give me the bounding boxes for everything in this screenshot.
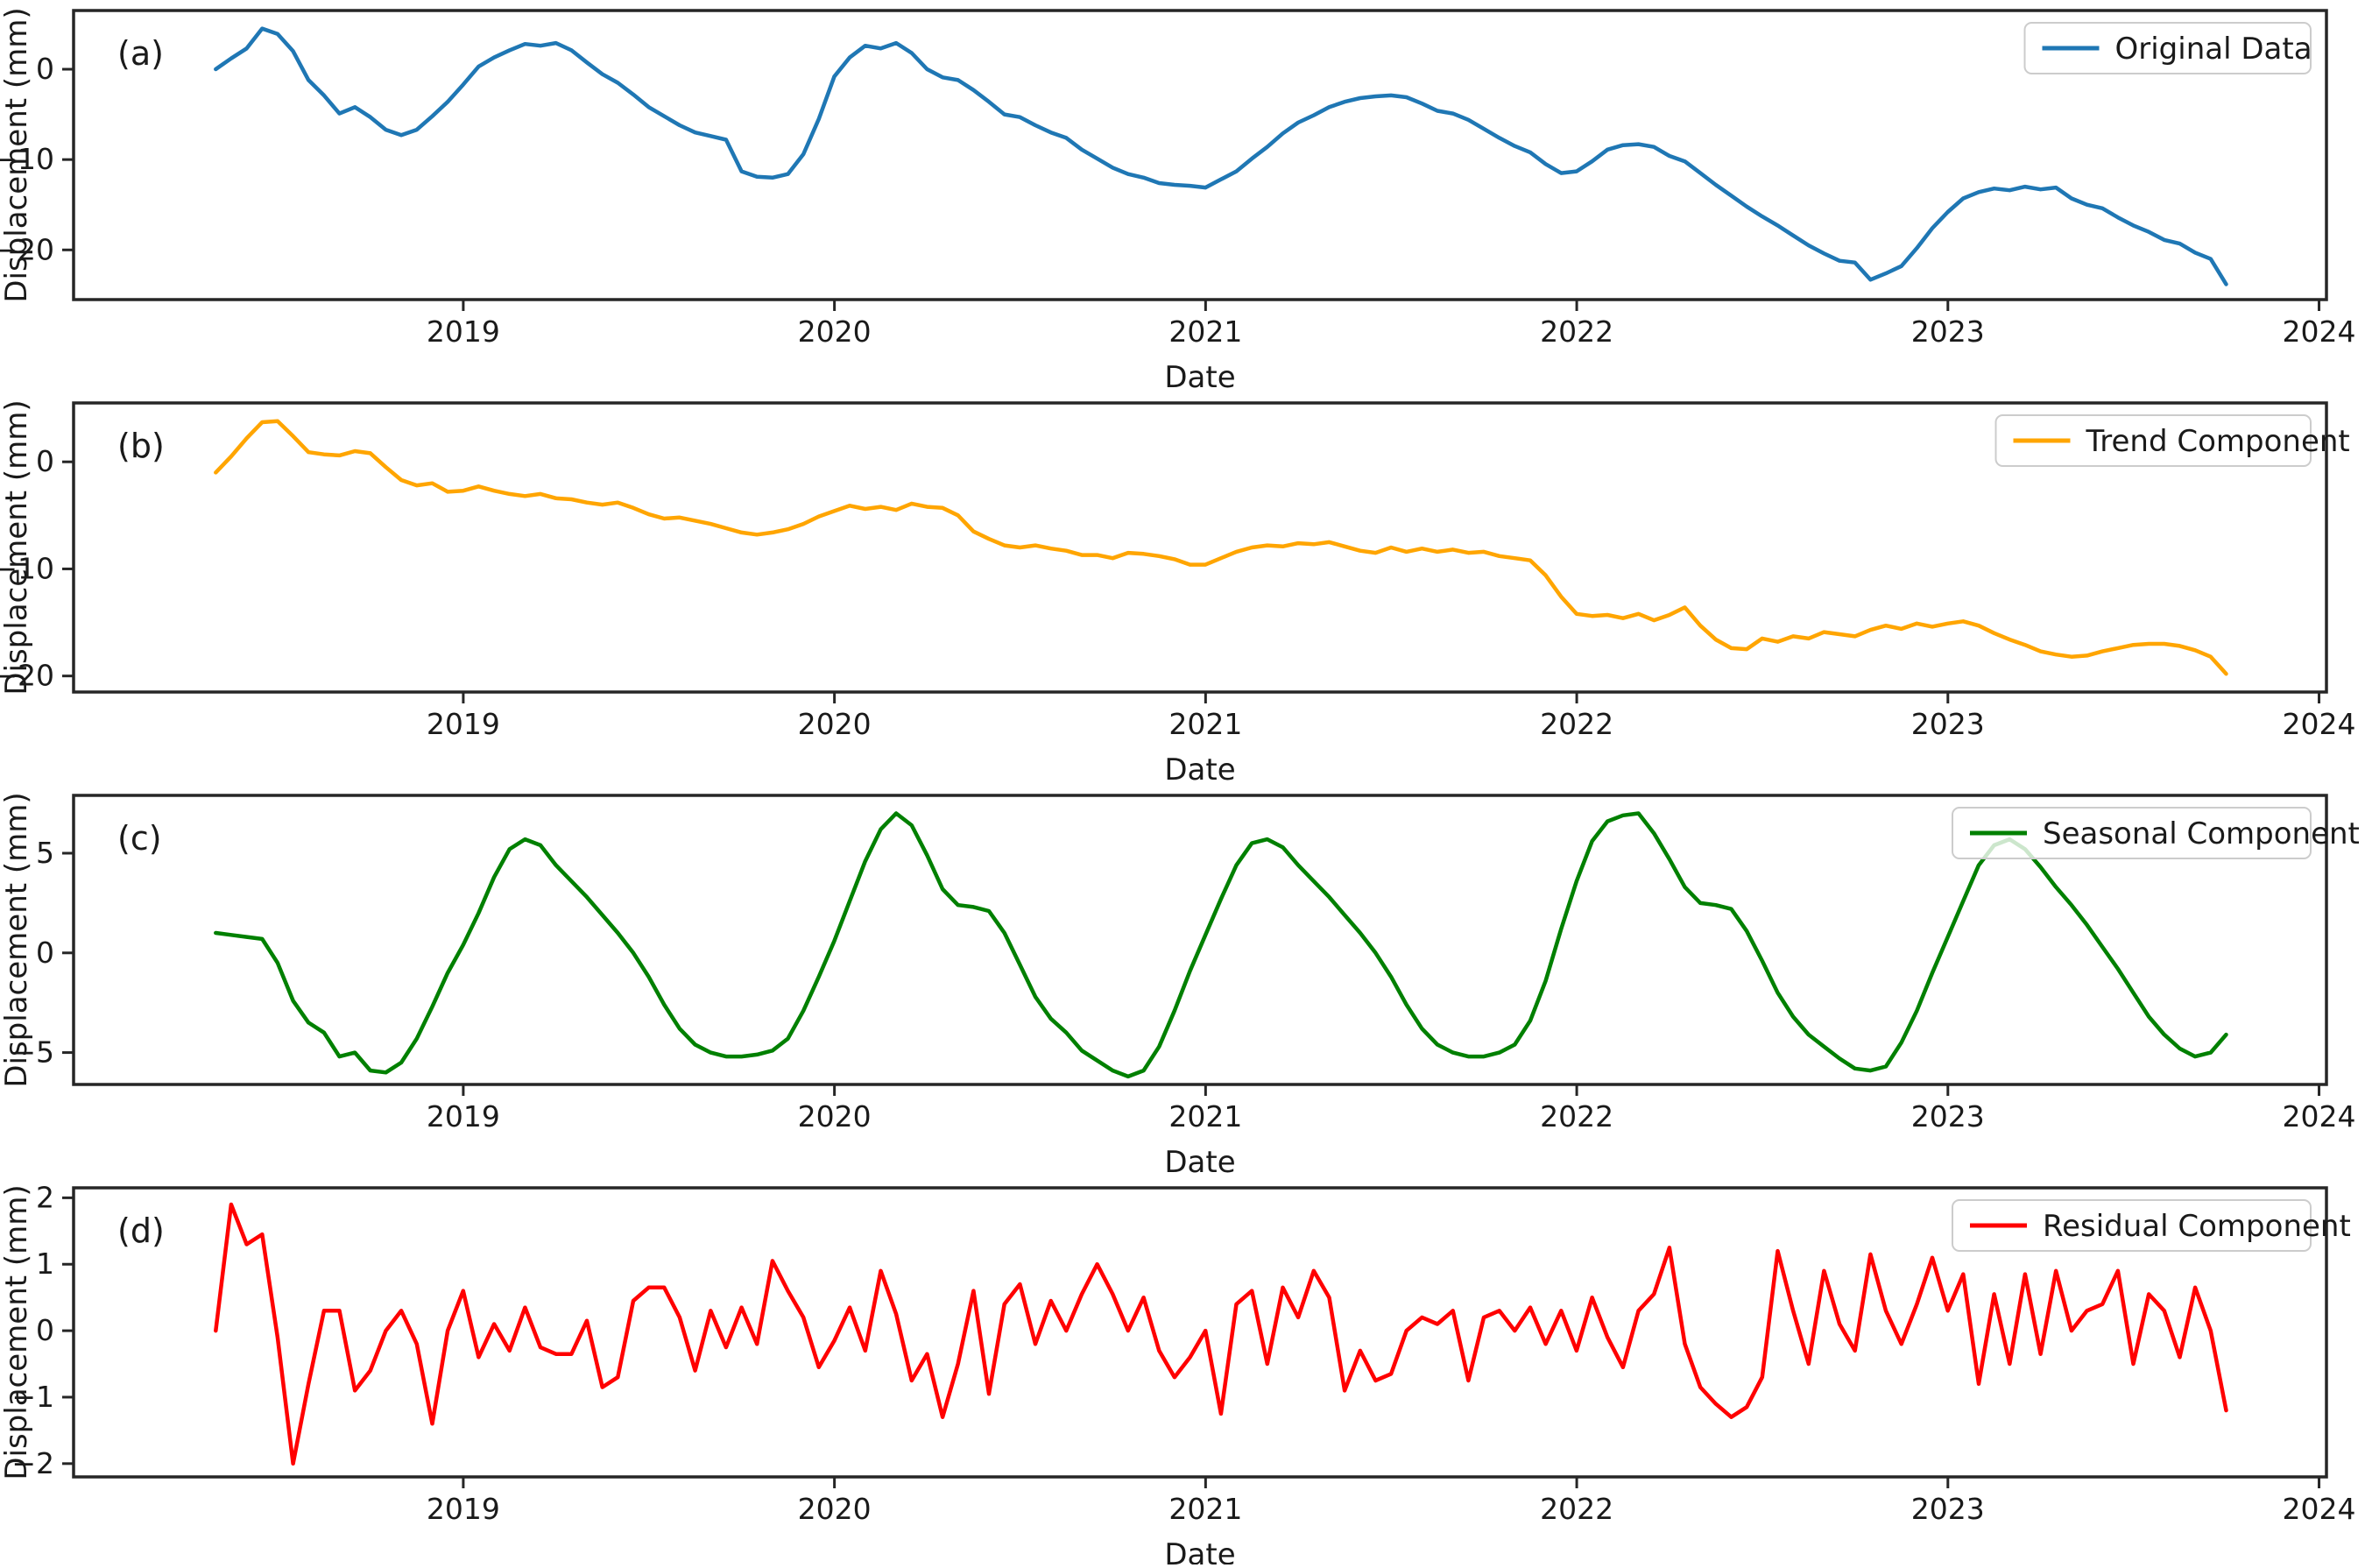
y-axis-label: Displacement (mm) xyxy=(0,1184,34,1480)
x-tick-label: 2024 xyxy=(2283,707,2356,741)
y-tick-label: −5 xyxy=(11,1035,54,1070)
y-tick-label: 5 xyxy=(36,836,54,870)
x-axis-label: Date xyxy=(1164,360,1235,395)
x-axis-label: Date xyxy=(1164,752,1235,788)
panel-tag-a: (a) xyxy=(117,34,164,73)
panel-d: 2019 2020 2021 2022 2023 2024 2 1 0 −1 −2 (d) Displa… xyxy=(0,1180,2356,1568)
legend-box xyxy=(2023,22,2312,74)
x-tick-label: 2019 xyxy=(427,314,500,349)
x-tick-label: 2023 xyxy=(1911,314,1985,349)
x-tick-label: 2023 xyxy=(1911,707,1985,741)
y-tick-label: 0 xyxy=(36,52,54,86)
series-line-d xyxy=(214,1202,2228,1466)
y-tick-label: −1 xyxy=(11,1380,54,1414)
x-tick-label: 2020 xyxy=(798,707,872,741)
x-tick-label: 2021 xyxy=(1168,1099,1242,1134)
series-line-c xyxy=(214,811,2228,1079)
panel-tag-d: (d) xyxy=(117,1211,165,1250)
y-tick-label: 0 xyxy=(36,1313,54,1347)
legend-label: Seasonal Component xyxy=(2043,816,2360,851)
x-tick-label: 2020 xyxy=(798,1492,872,1526)
y-tick-label: 0 xyxy=(36,444,54,478)
x-tick-label: 2023 xyxy=(1911,1492,1985,1526)
y-tick-label: −10 xyxy=(0,551,54,585)
axes-frame xyxy=(72,401,2328,694)
x-tick-label: 2024 xyxy=(2283,1099,2356,1134)
y-tick-label: 1 xyxy=(36,1247,54,1281)
y-axis-label: Displacement (mm) xyxy=(0,7,34,302)
legend-box xyxy=(1952,1199,2312,1252)
x-tick-label: 2019 xyxy=(427,1099,500,1134)
x-tick-label: 2024 xyxy=(2283,1492,2356,1526)
y-axis-label: Displacement (mm) xyxy=(0,399,34,695)
axes-frame xyxy=(72,794,2328,1086)
y-tick-label: 2 xyxy=(36,1180,54,1214)
x-tick-label: 2022 xyxy=(1540,1099,1613,1134)
x-tick-label: 2020 xyxy=(798,1099,872,1134)
series-line-b xyxy=(214,419,2228,676)
y-tick-label: −10 xyxy=(0,142,54,176)
legend-d: Residual Component xyxy=(1952,1199,2351,1252)
legend-box xyxy=(1952,807,2312,859)
y-tick-label: 0 xyxy=(36,936,54,970)
panel-c: 2019 2020 2021 2022 2023 2024 5 0 −5 (c) Displacem… xyxy=(0,792,2360,1180)
legend-label: Residual Component xyxy=(2043,1209,2351,1244)
axes-frame xyxy=(72,1186,2328,1479)
panel-b: 2019 2020 2021 2022 2023 2024 0 −10 −20 (b) Displa… xyxy=(0,399,2356,788)
y-tick-label: −20 xyxy=(0,232,54,266)
x-tick-label: 2021 xyxy=(1168,707,1242,741)
x-tick-label: 2022 xyxy=(1540,1492,1613,1526)
legend-c: Seasonal Component xyxy=(1952,807,2360,859)
legend-label: Original Data xyxy=(2115,32,2312,67)
legend-b: Trend Component xyxy=(1994,414,2350,467)
x-tick-label: 2024 xyxy=(2283,314,2356,349)
legend-a: Original Data xyxy=(2023,22,2312,74)
x-tick-label: 2023 xyxy=(1911,1099,1985,1134)
x-axis-label: Date xyxy=(1164,1145,1235,1180)
legend-box xyxy=(1994,414,2312,467)
y-tick-label: −2 xyxy=(11,1446,54,1480)
y-axis-label: Displacement (mm) xyxy=(0,792,34,1087)
x-tick-label: 2021 xyxy=(1168,314,1242,349)
x-tick-label: 2019 xyxy=(427,707,500,741)
axes-frame xyxy=(72,9,2328,301)
x-axis-label: Date xyxy=(1164,1537,1235,1564)
panel-tag-b: (b) xyxy=(117,427,165,465)
x-tick-label: 2022 xyxy=(1540,314,1613,349)
x-tick-label: 2019 xyxy=(427,1492,500,1526)
x-tick-label: 2020 xyxy=(798,314,872,349)
y-tick-label: −20 xyxy=(0,659,54,693)
x-tick-label: 2022 xyxy=(1540,707,1613,741)
legend-label: Trend Component xyxy=(2086,424,2350,459)
panel-a: 2019 2020 2021 2022 2023 2024 0 −10 −20 (a) Displa… xyxy=(0,7,2356,395)
x-tick-label: 2021 xyxy=(1168,1492,1242,1526)
panel-tag-c: (c) xyxy=(117,819,162,858)
series-line-a xyxy=(214,26,2228,286)
